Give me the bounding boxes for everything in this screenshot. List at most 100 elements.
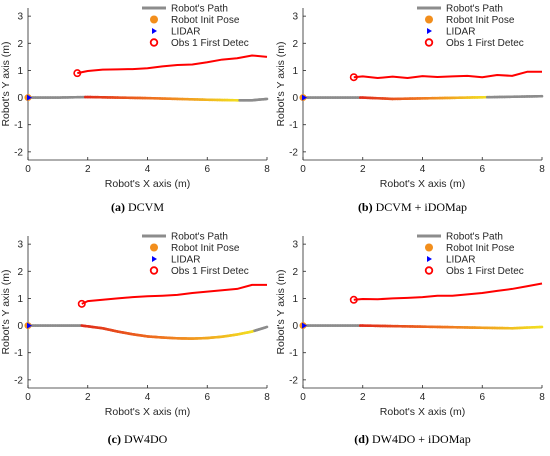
- y-tick: -2: [289, 147, 306, 158]
- y-axis-label: Robot's Y axis (m): [0, 269, 12, 354]
- x-axis-label: Robot's X axis (m): [105, 406, 190, 418]
- chart-svg-d: -2 -1 0 1 2 3 0 2 4 6 8 Robot's X axis (m) Robot's Y…: [275, 232, 545, 418]
- robot-path-line: [26, 324, 269, 340]
- legend-item: Obs 1 First Detec: [424, 38, 524, 49]
- legend-label: Robot Init Pose: [446, 15, 515, 26]
- y-tick: 3: [17, 240, 31, 251]
- y-axis-label: Robot's Y axis (m): [275, 269, 287, 354]
- legend-label: Robot Init Pose: [446, 243, 515, 254]
- y-tick: 2: [17, 39, 31, 50]
- chart-panel-c: -2 -1 0 1 2 3 0 2 4 6 8 Robot's X axis (m) Robot's Y…: [0, 228, 275, 456]
- obstacle-path-line: [81, 283, 267, 305]
- y-tick: 3: [292, 12, 306, 23]
- x-tick: 8: [539, 157, 545, 175]
- x-tick: 6: [204, 157, 210, 175]
- legend-label: LIDAR: [446, 27, 475, 38]
- y-tick-label: -1: [14, 348, 23, 359]
- y-tick-label: 2: [17, 39, 23, 50]
- legend-label: LIDAR: [171, 27, 200, 38]
- x-tick: 0: [300, 157, 306, 175]
- y-tick-label: 0: [17, 321, 23, 332]
- y-tick: 1: [17, 294, 31, 305]
- y-tick: -1: [289, 348, 306, 359]
- x-tick: 6: [204, 385, 210, 403]
- y-tick: 1: [292, 294, 306, 305]
- y-tick: -1: [14, 348, 31, 359]
- x-tick-label: 2: [360, 164, 366, 175]
- legend-label: Robot Init Pose: [171, 15, 240, 26]
- legend-label: Obs 1 First Detec: [446, 38, 524, 49]
- chart-panel-d: -2 -1 0 1 2 3 0 2 4 6 8 Robot's X axis (m) Robot's Y…: [275, 228, 550, 456]
- legend-label: LIDAR: [171, 255, 200, 266]
- lidar-marker: [27, 322, 32, 329]
- obstacle-path-line: [77, 54, 268, 75]
- legend-item: Robot Init Pose: [150, 243, 240, 254]
- obstacle-path-line: [353, 282, 543, 301]
- x-tick: 6: [479, 157, 485, 175]
- x-axis-label: Robot's X axis (m): [380, 406, 465, 418]
- x-tick-label: 8: [539, 164, 545, 175]
- x-tick: 2: [85, 157, 91, 175]
- y-tick-label: 0: [17, 93, 23, 104]
- legend-swatch: [424, 38, 434, 47]
- x-tick: 0: [25, 157, 31, 175]
- y-tick: 1: [292, 66, 306, 77]
- y-tick: -1: [14, 120, 31, 131]
- legend-swatch: [425, 15, 433, 24]
- chart-svg-b: -2 -1 0 1 2 3 0 2 4 6 8 Robot's X axis (m) Robot's Y…: [275, 4, 545, 190]
- y-tick-label: 1: [17, 66, 23, 77]
- legend-item: LIDAR: [427, 27, 475, 38]
- y-axis-label: Robot's Y axis (m): [275, 41, 287, 126]
- robot-path-line: [301, 324, 544, 330]
- y-tick-label: 0: [292, 321, 298, 332]
- obstacle-path-line: [353, 70, 542, 80]
- y-tick: 2: [292, 39, 306, 50]
- x-tick-label: 2: [85, 392, 91, 403]
- caption-text-b: DCVM + iDOMap: [375, 200, 468, 214]
- lidar-marker: [27, 94, 32, 101]
- legend-swatch: [152, 256, 157, 262]
- caption-a: (a) DCVM: [0, 200, 275, 215]
- legend-item: Robot Init Pose: [425, 243, 515, 254]
- x-tick: 4: [420, 385, 426, 403]
- x-tick-label: 6: [479, 392, 485, 403]
- y-tick-label: 3: [17, 240, 23, 251]
- legend-item: LIDAR: [427, 255, 475, 266]
- legend-swatch: [427, 256, 432, 262]
- x-tick: 8: [264, 385, 270, 403]
- caption-tag-d: (d): [354, 432, 369, 446]
- x-tick-label: 4: [420, 392, 426, 403]
- x-tick: 2: [360, 385, 366, 403]
- y-tick-label: -2: [289, 375, 298, 386]
- y-tick: -2: [14, 375, 31, 386]
- y-tick-label: 2: [17, 267, 23, 278]
- lidar-marker: [302, 94, 307, 101]
- y-tick-label: 1: [292, 66, 298, 77]
- y-axis-label: Robot's Y axis (m): [0, 41, 12, 126]
- caption-d: (d) DW4DO + iDOMap: [275, 432, 550, 447]
- legend-swatch: [427, 28, 432, 34]
- legend-swatch: [149, 38, 159, 47]
- legend-label: Robot Init Pose: [171, 243, 240, 254]
- legend-label: Obs 1 First Detec: [446, 266, 524, 277]
- y-tick-label: 3: [292, 12, 298, 23]
- legend-item: Robot's Path: [417, 4, 503, 15]
- caption-text-a: DCVM: [127, 200, 164, 214]
- x-tick-label: 6: [204, 392, 210, 403]
- x-tick: 0: [25, 385, 31, 403]
- legend-swatch: [150, 243, 158, 252]
- obs-first-detection-marker: [77, 299, 86, 308]
- x-tick-label: 6: [204, 164, 210, 175]
- x-tick: 6: [479, 385, 485, 403]
- legend-item: Robot Init Pose: [150, 15, 240, 26]
- x-tick-label: 8: [264, 164, 270, 175]
- x-tick: 4: [145, 385, 151, 403]
- y-tick: 1: [17, 66, 31, 77]
- legend-label: Obs 1 First Detec: [171, 266, 249, 277]
- legend-label: Robot's Path: [171, 232, 228, 243]
- obs-first-detection-marker: [73, 69, 82, 78]
- caption-b: (b) DCVM + iDOMap: [275, 200, 550, 215]
- y-tick-label: 2: [292, 39, 298, 50]
- legend-swatch: [425, 243, 433, 252]
